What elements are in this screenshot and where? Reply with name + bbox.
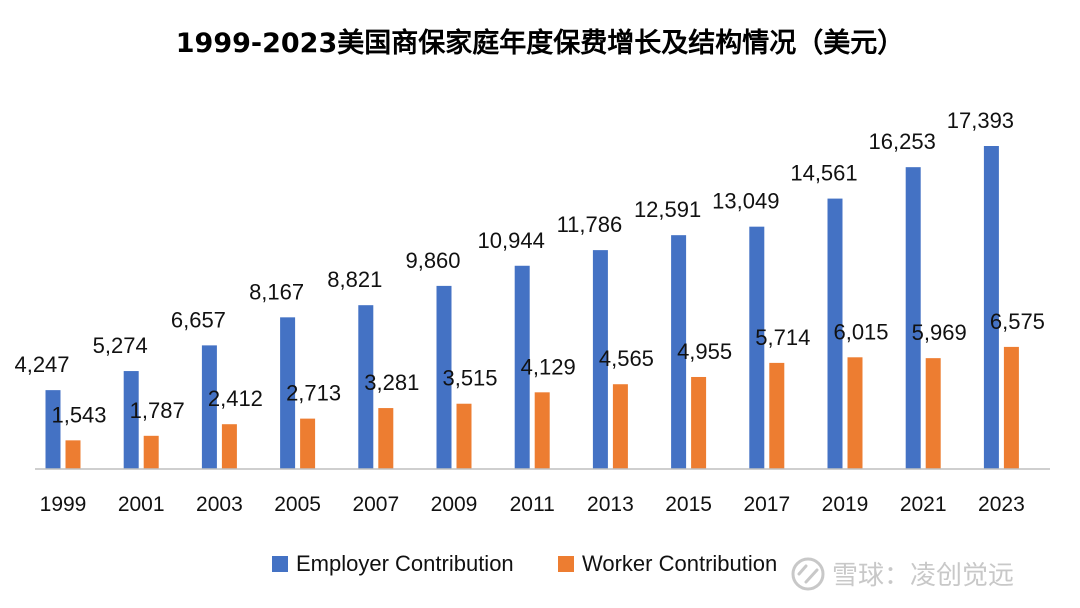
worker-label-1999: 1,543 (51, 402, 106, 427)
x-tick-2021: 2021 (900, 493, 947, 516)
worker-bar-2021 (925, 358, 941, 469)
bars-group (45, 146, 1019, 469)
employer-label-2015: 12,591 (634, 197, 701, 222)
x-tick-2019: 2019 (822, 493, 869, 516)
worker-bar-2023 (1003, 346, 1019, 469)
worker-bar-2007 (378, 408, 394, 469)
employer-label-2011: 10,944 (478, 228, 545, 253)
legend-swatch-employer (272, 556, 288, 572)
x-tick-2017: 2017 (743, 493, 790, 516)
employer-bar-2009 (436, 285, 452, 469)
x-tick-2001: 2001 (118, 493, 165, 516)
employer-bar-2013 (592, 250, 608, 469)
employer-label-2001: 5,274 (93, 333, 148, 358)
worker-label-2023: 6,575 (990, 309, 1045, 334)
x-tick-2023: 2023 (978, 493, 1025, 516)
x-tick-2003: 2003 (196, 493, 243, 516)
employer-bar-1999 (45, 390, 61, 469)
worker-label-2017: 5,714 (755, 325, 810, 350)
x-tick-2009: 2009 (431, 493, 478, 516)
worker-bar-2003 (221, 424, 237, 469)
chart-title: 1999-2023美国商保家庭年度保费增长及结构情况（美元） (176, 27, 905, 59)
employer-bar-2017 (749, 226, 765, 469)
worker-bar-2009 (456, 403, 472, 469)
employer-bar-2019 (827, 198, 843, 469)
worker-label-2015: 4,955 (677, 339, 732, 364)
employer-label-2009: 9,860 (405, 248, 460, 273)
employer-bar-2007 (358, 305, 374, 469)
employer-bar-2005 (280, 317, 296, 469)
employer-label-2003: 6,657 (171, 307, 226, 332)
worker-bar-1999 (65, 440, 81, 469)
employer-bar-2011 (514, 265, 530, 469)
worker-label-2021: 5,969 (912, 320, 967, 345)
watermark: 雪球：凌创觉远 (791, 557, 1014, 591)
worker-bar-2017 (769, 362, 785, 469)
watermark-text: 雪球：凌创觉远 (832, 561, 1014, 591)
employer-bar-2021 (905, 167, 921, 469)
worker-bar-2005 (300, 418, 316, 469)
employer-bar-2023 (983, 146, 999, 469)
employer-label-2021: 16,253 (869, 129, 936, 154)
snowball-logo-icon (791, 557, 825, 591)
worker-bar-2019 (847, 357, 863, 469)
worker-bar-2011 (534, 392, 550, 469)
x-tick-labels: 1999 2001 2003 2005 2007 2009 2011 2013 2015 2017… (40, 493, 1025, 516)
worker-bar-2001 (143, 435, 159, 469)
worker-label-2011: 4,129 (521, 354, 576, 379)
x-tick-1999: 1999 (40, 493, 87, 516)
worker-bar-2015 (691, 376, 707, 469)
legend-swatch-worker (558, 556, 574, 572)
worker-label-2019: 6,015 (833, 319, 888, 344)
employer-label-2005: 8,167 (249, 279, 304, 304)
employer-label-2023: 17,393 (947, 108, 1014, 133)
employer-label-2013: 11,786 (557, 212, 623, 237)
employer-bar-2003 (201, 345, 217, 469)
employer-label-1999: 4,247 (14, 352, 69, 377)
data-labels-group: 4,247 1,543 5,274 1,787 6,657 2,412 8,167 2,713… (14, 108, 1044, 427)
employer-bar-2015 (671, 235, 687, 469)
legend-label-worker: Worker Contribution (582, 551, 777, 576)
worker-label-2005: 2,713 (286, 381, 341, 406)
employer-label-2019: 14,561 (790, 161, 857, 186)
x-tick-2013: 2013 (587, 493, 634, 516)
x-tick-2011: 2011 (510, 493, 555, 516)
employer-label-2007: 8,821 (327, 267, 382, 292)
worker-label-2001: 1,787 (130, 398, 185, 423)
x-tick-2005: 2005 (274, 493, 321, 516)
legend: Employer Contribution Worker Contribution (272, 551, 777, 576)
worker-label-2009: 3,515 (442, 366, 497, 391)
employer-label-2017: 13,049 (712, 189, 779, 214)
worker-label-2007: 3,281 (364, 370, 419, 395)
worker-label-2013: 4,565 (599, 346, 654, 371)
x-tick-2015: 2015 (665, 493, 712, 516)
worker-bar-2013 (612, 384, 628, 469)
employer-bar-2001 (123, 371, 139, 469)
worker-label-2003: 2,412 (208, 386, 263, 411)
x-tick-2007: 2007 (352, 493, 399, 516)
legend-label-employer: Employer Contribution (296, 551, 514, 576)
